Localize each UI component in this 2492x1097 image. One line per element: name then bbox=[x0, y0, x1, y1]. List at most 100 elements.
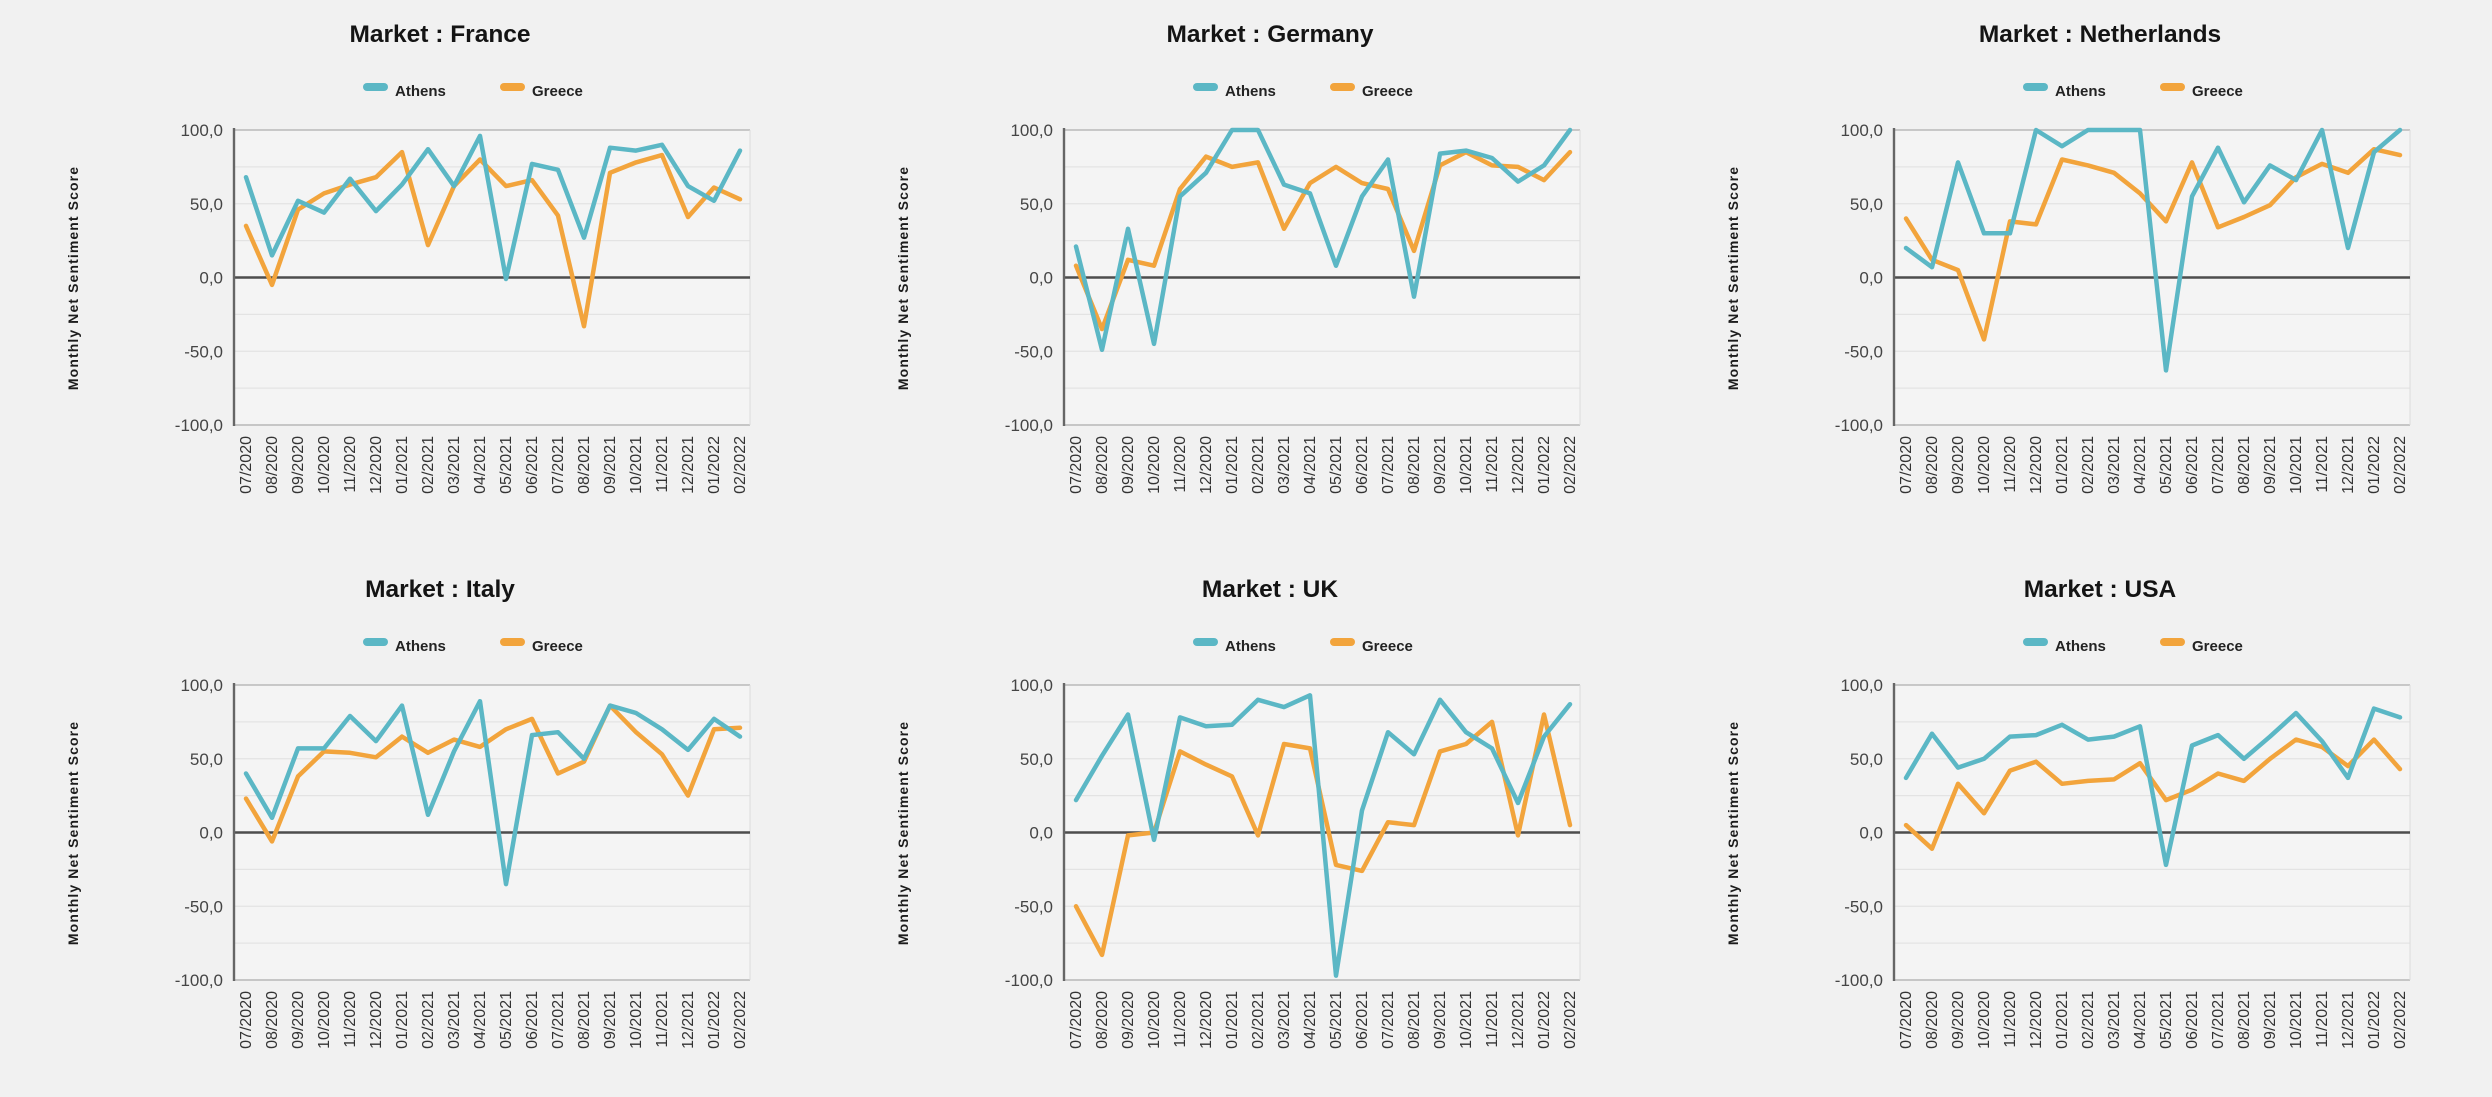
x-tick-label: 01/2021 bbox=[394, 991, 411, 1049]
legend: Athens Greece bbox=[363, 83, 583, 100]
x-tick-label: 03/2021 bbox=[446, 991, 463, 1049]
x-tick-label: 11/2021 bbox=[2314, 436, 2331, 493]
legend-label-athens: Athens bbox=[1225, 83, 1276, 100]
y-axis-title: Monthly Net Sentiment Score bbox=[1725, 721, 1741, 945]
x-tick-label: 04/2021 bbox=[472, 991, 489, 1049]
x-tick-label: 04/2021 bbox=[1302, 436, 1319, 494]
x-tick-label: 07/2021 bbox=[1380, 436, 1397, 494]
series-line-athens bbox=[1903, 127, 2403, 373]
legend-label-greece: Greece bbox=[1362, 638, 1413, 655]
legend-label-athens: Athens bbox=[2055, 83, 2106, 100]
x-tick-label: 01/2022 bbox=[1536, 991, 1553, 1049]
x-tick-labels: 07/2020 08/2020 09/2020 10/2020 11/2020 12/20… bbox=[1068, 991, 1579, 1049]
y-axis-title: Monthly Net Sentiment Score bbox=[1725, 166, 1741, 390]
x-tick-label: 11/2020 bbox=[342, 436, 359, 493]
legend-swatch-greece bbox=[500, 638, 525, 646]
x-tick-labels: 07/2020 08/2020 09/2020 10/2020 11/2020 12/20… bbox=[238, 436, 749, 494]
y-tick-label: 50,0 bbox=[1020, 750, 1053, 769]
x-tick-label: 08/2020 bbox=[1924, 436, 1941, 494]
y-tick-label: -100,0 bbox=[1005, 416, 1053, 435]
y-tick-label: -50,0 bbox=[1014, 342, 1053, 361]
y-tick-labels: 100,0 50,0 0,0 -50,0 -100,0 bbox=[175, 676, 223, 990]
x-tick-label: 03/2021 bbox=[1276, 436, 1293, 494]
gridlines bbox=[1064, 684, 1581, 981]
x-tick-label: 10/2021 bbox=[2288, 991, 2305, 1049]
series-line-athens bbox=[1903, 706, 2403, 868]
x-tick-label: 07/2021 bbox=[1380, 991, 1397, 1049]
y-tick-label: 50,0 bbox=[1020, 195, 1053, 214]
x-tick-label: 12/2021 bbox=[2340, 436, 2357, 494]
chart-title: Market : Netherlands bbox=[1979, 21, 2221, 48]
legend-label-athens: Athens bbox=[395, 638, 446, 655]
x-tick-label: 01/2022 bbox=[706, 436, 723, 494]
x-tick-label: 10/2020 bbox=[1976, 436, 1993, 494]
x-tick-label: 05/2021 bbox=[2158, 991, 2175, 1049]
x-tick-label: 07/2020 bbox=[1068, 991, 1085, 1049]
x-tick-label: 04/2021 bbox=[1302, 991, 1319, 1049]
legend-swatch-athens bbox=[1193, 638, 1218, 646]
x-tick-label: 03/2021 bbox=[446, 436, 463, 494]
x-tick-label: 07/2021 bbox=[550, 436, 567, 494]
x-tick-label: 12/2021 bbox=[1510, 991, 1527, 1049]
x-tick-label: 02/2021 bbox=[2080, 991, 2097, 1049]
x-tick-label: 02/2021 bbox=[1250, 991, 1267, 1049]
chart-title: Market : Italy bbox=[365, 576, 515, 603]
y-tick-label: -100,0 bbox=[1835, 416, 1883, 435]
y-tick-label: 100,0 bbox=[1010, 676, 1053, 695]
y-axis-title: Monthly Net Sentiment Score bbox=[895, 166, 911, 390]
x-tick-label: 08/2020 bbox=[264, 991, 281, 1049]
x-tick-label: 12/2020 bbox=[1198, 991, 1215, 1049]
y-tick-labels: 100,0 50,0 0,0 -50,0 -100,0 bbox=[1835, 121, 1883, 435]
x-tick-label: 10/2021 bbox=[1458, 436, 1475, 494]
x-tick-label: 09/2021 bbox=[2262, 991, 2279, 1049]
x-tick-label: 04/2021 bbox=[2132, 436, 2149, 494]
x-tick-label: 01/2021 bbox=[394, 436, 411, 494]
x-tick-label: 01/2021 bbox=[2054, 436, 2071, 494]
y-tick-label: 50,0 bbox=[1850, 750, 1883, 769]
y-tick-label: 0,0 bbox=[199, 824, 223, 843]
legend-label-athens: Athens bbox=[395, 83, 446, 100]
y-tick-label: -50,0 bbox=[184, 897, 223, 916]
legend-swatch-greece bbox=[2160, 83, 2185, 91]
y-tick-label: -100,0 bbox=[1835, 971, 1883, 990]
y-tick-label: 50,0 bbox=[190, 195, 223, 214]
y-tick-label: 0,0 bbox=[1859, 269, 1883, 288]
chart-cell-netherlands: Market : Netherlands Athens Greece Monthly … bbox=[1660, 0, 2492, 542]
x-tick-label: 02/2021 bbox=[1250, 436, 1267, 494]
x-tick-label: 09/2020 bbox=[1120, 991, 1137, 1049]
x-tick-label: 07/2020 bbox=[1068, 436, 1085, 494]
x-tick-label: 12/2021 bbox=[680, 436, 697, 494]
y-tick-label: -100,0 bbox=[1005, 971, 1053, 990]
y-tick-label: -50,0 bbox=[1014, 897, 1053, 916]
x-tick-label: 09/2020 bbox=[1950, 991, 1967, 1049]
series-line-athens bbox=[243, 133, 743, 282]
x-tick-label: 04/2021 bbox=[472, 436, 489, 494]
x-tick-label: 12/2020 bbox=[368, 991, 385, 1049]
x-tick-label: 06/2021 bbox=[2184, 436, 2201, 494]
x-tick-label: 10/2020 bbox=[1976, 991, 1993, 1049]
x-tick-label: 08/2021 bbox=[576, 991, 593, 1049]
x-tick-label: 11/2021 bbox=[2314, 991, 2331, 1048]
x-tick-label: 07/2021 bbox=[550, 991, 567, 1049]
x-tick-label: 03/2021 bbox=[1276, 991, 1293, 1049]
legend-swatch-greece bbox=[500, 83, 525, 91]
legend-swatch-greece bbox=[2160, 638, 2185, 646]
chart-cell-italy: Market : Italy Athens Greece Monthly Net Se… bbox=[0, 555, 832, 1097]
x-tick-label: 11/2020 bbox=[2002, 436, 2019, 493]
x-tick-label: 11/2021 bbox=[654, 991, 671, 1048]
x-tick-label: 02/2022 bbox=[732, 436, 749, 494]
chart-title: Market : USA bbox=[2024, 576, 2177, 603]
x-tick-label: 07/2021 bbox=[2210, 436, 2227, 494]
x-tick-label: 12/2021 bbox=[680, 991, 697, 1049]
x-tick-label: 02/2022 bbox=[2392, 991, 2409, 1049]
chart-cell-usa: Market : USA Athens Greece Monthly Net Sent… bbox=[1660, 555, 2492, 1097]
x-tick-label: 09/2020 bbox=[1120, 436, 1137, 494]
x-tick-label: 04/2021 bbox=[2132, 991, 2149, 1049]
x-tick-label: 03/2021 bbox=[2106, 991, 2123, 1049]
x-tick-label: 02/2021 bbox=[420, 436, 437, 494]
x-tick-labels: 07/2020 08/2020 09/2020 10/2020 11/2020 12/20… bbox=[1898, 991, 2409, 1049]
x-tick-label: 08/2021 bbox=[1406, 991, 1423, 1049]
chart-cell-france: Market : France Athens Greece Monthly Net S… bbox=[0, 0, 832, 542]
x-tick-label: 01/2022 bbox=[706, 991, 723, 1049]
legend-label-greece: Greece bbox=[532, 83, 583, 100]
